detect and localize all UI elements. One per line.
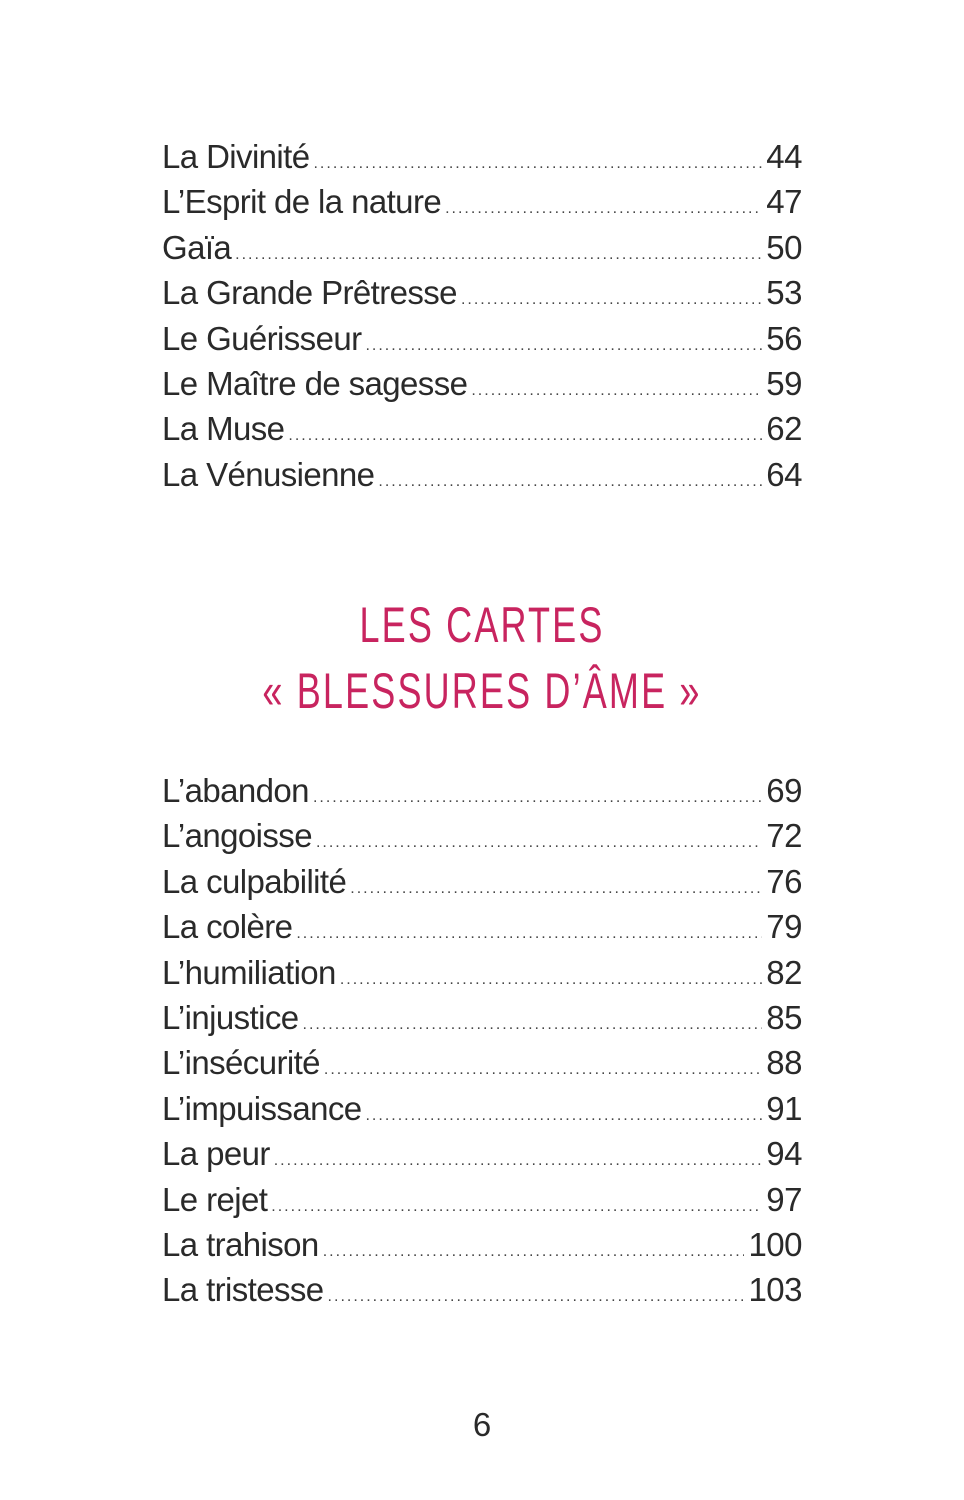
toc-entry-title: La Divinité xyxy=(162,138,310,175)
dot-leader xyxy=(323,1229,745,1274)
toc-entry[interactable]: La Grande Prêtresse 53 xyxy=(162,270,802,315)
toc-entry-title: La Muse xyxy=(162,410,285,448)
toc-entry[interactable]: La tristesse 103 xyxy=(162,1267,802,1312)
dot-leader xyxy=(328,1274,745,1319)
toc-entry[interactable]: L’humiliation 82 xyxy=(162,950,802,995)
toc-entry-title: Le Guérisseur xyxy=(162,319,362,357)
toc-entry[interactable]: La peur 94 xyxy=(162,1131,802,1176)
toc-entry[interactable]: La colère 79 xyxy=(162,904,802,949)
dot-leader xyxy=(445,186,762,231)
toc-entry-title: La Grande Prêtresse xyxy=(162,274,458,312)
toc-entry-page: 97 xyxy=(766,1180,802,1218)
toc-entry[interactable]: Gaïa 50 xyxy=(162,225,802,270)
toc-entry-page: 72 xyxy=(766,817,802,855)
toc-entry[interactable]: L’Esprit de la nature 47 xyxy=(162,179,802,224)
toc-entry-title: L’insécurité xyxy=(162,1044,321,1082)
toc-entry[interactable]: L’insécurité 88 xyxy=(162,1040,802,1085)
toc-entry-page: 47 xyxy=(766,183,802,221)
toc-entry-page: 59 xyxy=(766,364,802,402)
section-heading-line2: « BLESSURES D’ÂME » xyxy=(262,663,702,719)
toc-entry[interactable]: La Divinité 44 xyxy=(162,134,802,179)
dot-leader xyxy=(365,1093,762,1138)
toc-entry-page: 91 xyxy=(766,1089,802,1127)
toc-entry-title: L’injustice xyxy=(162,998,299,1036)
dot-leader xyxy=(471,368,762,413)
toc-list-part1: La Divinité 44 L’Esprit de la nature 47 Gaïa… xyxy=(162,134,802,497)
toc-entry[interactable]: La Muse 62 xyxy=(162,406,802,451)
toc-entry-page: 100 xyxy=(748,1225,802,1263)
toc-entry-page: 50 xyxy=(766,228,802,266)
section-heading: LES CARTES « BLESSURES D’ÂME » xyxy=(0,592,964,724)
toc-entry-page: 62 xyxy=(766,410,802,448)
toc-entry-title: Le Maître de sagesse xyxy=(162,364,468,402)
toc-entry-title: L’Esprit de la nature xyxy=(162,183,442,221)
section-heading-line1: LES CARTES xyxy=(359,597,605,653)
toc-entry-page: 76 xyxy=(766,862,802,900)
toc-list-part2: L’abandon69L’angoisse72La culpabilité76L… xyxy=(162,768,802,1313)
toc-entry-page: 64 xyxy=(766,455,802,493)
toc-entry-title: Gaïa xyxy=(162,228,232,266)
toc-entry-page: 69 xyxy=(766,772,802,809)
toc-entry-title: La trahison xyxy=(162,1225,319,1263)
toc-entry-title: La peur xyxy=(162,1135,270,1173)
toc-entry-title: La tristesse xyxy=(162,1271,324,1309)
toc-entry-page: 94 xyxy=(766,1135,802,1173)
dot-leader xyxy=(274,1138,763,1183)
dot-leader xyxy=(378,459,762,504)
toc-entry-title: La culpabilité xyxy=(162,862,347,900)
dot-leader xyxy=(303,1002,763,1047)
dot-leader xyxy=(316,820,762,865)
toc-entry-title: La Vénusienne xyxy=(162,455,375,493)
toc-entry-page: 44 xyxy=(766,138,802,175)
toc-entry[interactable]: L’abandon 69 xyxy=(162,768,802,813)
toc-entry[interactable]: La Vénusienne 64 xyxy=(162,452,802,497)
toc-entry[interactable]: La trahison 100 xyxy=(162,1222,802,1267)
toc-entry[interactable]: La culpabilité 76 xyxy=(162,859,802,904)
toc-entry[interactable]: L’injustice 85 xyxy=(162,995,802,1040)
toc-entry-page: 79 xyxy=(766,908,802,946)
toc-entry-title: L’abandon xyxy=(162,772,310,809)
toc-entry-title: L’humiliation xyxy=(162,953,336,991)
toc-entry-page: 82 xyxy=(766,953,802,991)
toc-entry[interactable]: Le Guérisseur 56 xyxy=(162,316,802,361)
toc-entry[interactable]: Le rejet 97 xyxy=(162,1177,802,1222)
dot-leader xyxy=(313,775,762,820)
dot-leader xyxy=(324,1047,762,1092)
toc-entry[interactable]: L’impuissance 91 xyxy=(162,1086,802,1131)
page-number: 6 xyxy=(472,1406,492,1443)
dot-leader xyxy=(461,277,762,322)
toc-entry[interactable]: Le Maître de sagesse 59 xyxy=(162,361,802,406)
dot-leader xyxy=(271,1184,762,1229)
toc-entry[interactable]: L’angoisse 72 xyxy=(162,813,802,858)
toc-entry-page: 85 xyxy=(766,998,802,1036)
toc-entry-title: L’angoisse xyxy=(162,817,313,855)
dot-leader xyxy=(296,911,762,956)
toc-entry-title: La colère xyxy=(162,908,293,946)
toc-entry-page: 103 xyxy=(748,1271,802,1309)
toc-entry-page: 53 xyxy=(766,274,802,312)
toc-entry-title: Le rejet xyxy=(162,1180,268,1218)
toc-entry-page: 88 xyxy=(766,1044,802,1082)
toc-entry-page: 56 xyxy=(766,319,802,357)
toc-entry-title: L’impuissance xyxy=(162,1089,362,1127)
dot-leader xyxy=(350,866,762,911)
dot-leader xyxy=(340,957,762,1002)
